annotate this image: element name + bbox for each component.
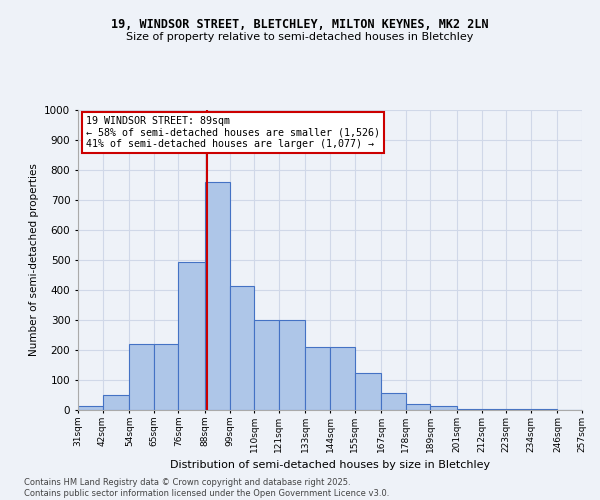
Bar	[355, 372, 381, 410]
Bar	[482, 408, 506, 410]
Text: 19 WINDSOR STREET: 89sqm
← 58% of semi-detached houses are smaller (1,526)
41% o: 19 WINDSOR STREET: 89sqm ← 58% of semi-d…	[86, 116, 380, 149]
Bar	[330, 347, 355, 410]
Bar	[230, 286, 254, 410]
Bar	[178, 262, 205, 410]
Bar	[154, 344, 178, 410]
Bar	[305, 347, 330, 410]
Bar	[430, 406, 457, 410]
Text: 19, WINDSOR STREET, BLETCHLEY, MILTON KEYNES, MK2 2LN: 19, WINDSOR STREET, BLETCHLEY, MILTON KE…	[111, 18, 489, 30]
Bar	[205, 182, 230, 410]
Bar	[457, 408, 482, 410]
Bar	[129, 344, 154, 410]
Bar	[103, 395, 129, 410]
Bar	[254, 320, 279, 410]
Bar	[406, 404, 430, 410]
Text: Contains HM Land Registry data © Crown copyright and database right 2025.
Contai: Contains HM Land Registry data © Crown c…	[24, 478, 389, 498]
X-axis label: Distribution of semi-detached houses by size in Bletchley: Distribution of semi-detached houses by …	[170, 460, 490, 470]
Y-axis label: Number of semi-detached properties: Number of semi-detached properties	[29, 164, 38, 356]
Text: Size of property relative to semi-detached houses in Bletchley: Size of property relative to semi-detach…	[127, 32, 473, 42]
Bar	[78, 406, 103, 410]
Bar	[381, 393, 406, 410]
Bar	[279, 320, 305, 410]
